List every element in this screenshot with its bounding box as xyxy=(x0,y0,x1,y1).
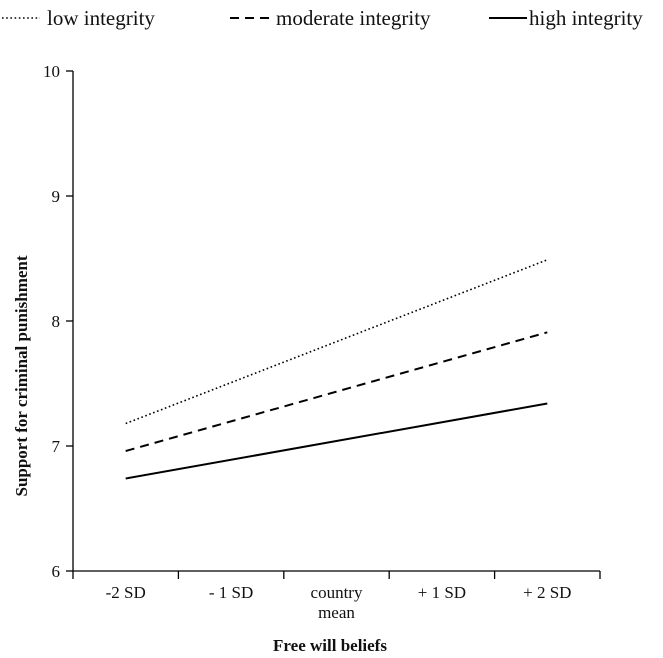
y-tick-label: 9 xyxy=(52,187,61,206)
x-tick-label: country mean xyxy=(311,583,363,622)
x-tick-label: - 1 SD xyxy=(209,583,253,602)
y-tick-label: 7 xyxy=(52,437,61,456)
x-axis-title: Free will beliefs xyxy=(273,636,387,655)
series-line-high-integrity xyxy=(125,402,548,480)
y-tick-label: 6 xyxy=(52,562,61,581)
x-tick-label: + 2 SD xyxy=(523,583,571,602)
axes: 6 7 8 9 10 -2 SD - 1 SD country mean + 1 SD + 2 SD xyxy=(43,62,601,622)
legend: low integrity moderate integrity high inte… xyxy=(2,6,643,30)
y-tick-label: 8 xyxy=(52,312,61,331)
legend-label: low integrity xyxy=(47,6,155,30)
y-tick-label: 10 xyxy=(43,62,60,81)
y-axis-title: Support for criminal punishment xyxy=(12,255,31,496)
series-line-moderate-integrity xyxy=(125,331,548,452)
plot-area xyxy=(125,259,548,480)
x-tick-label: -2 SD xyxy=(106,583,146,602)
series-line-low-integrity xyxy=(125,259,548,425)
x-tick-label: + 1 SD xyxy=(418,583,466,602)
legend-label: high integrity xyxy=(529,6,643,30)
legend-label: moderate integrity xyxy=(276,6,431,30)
